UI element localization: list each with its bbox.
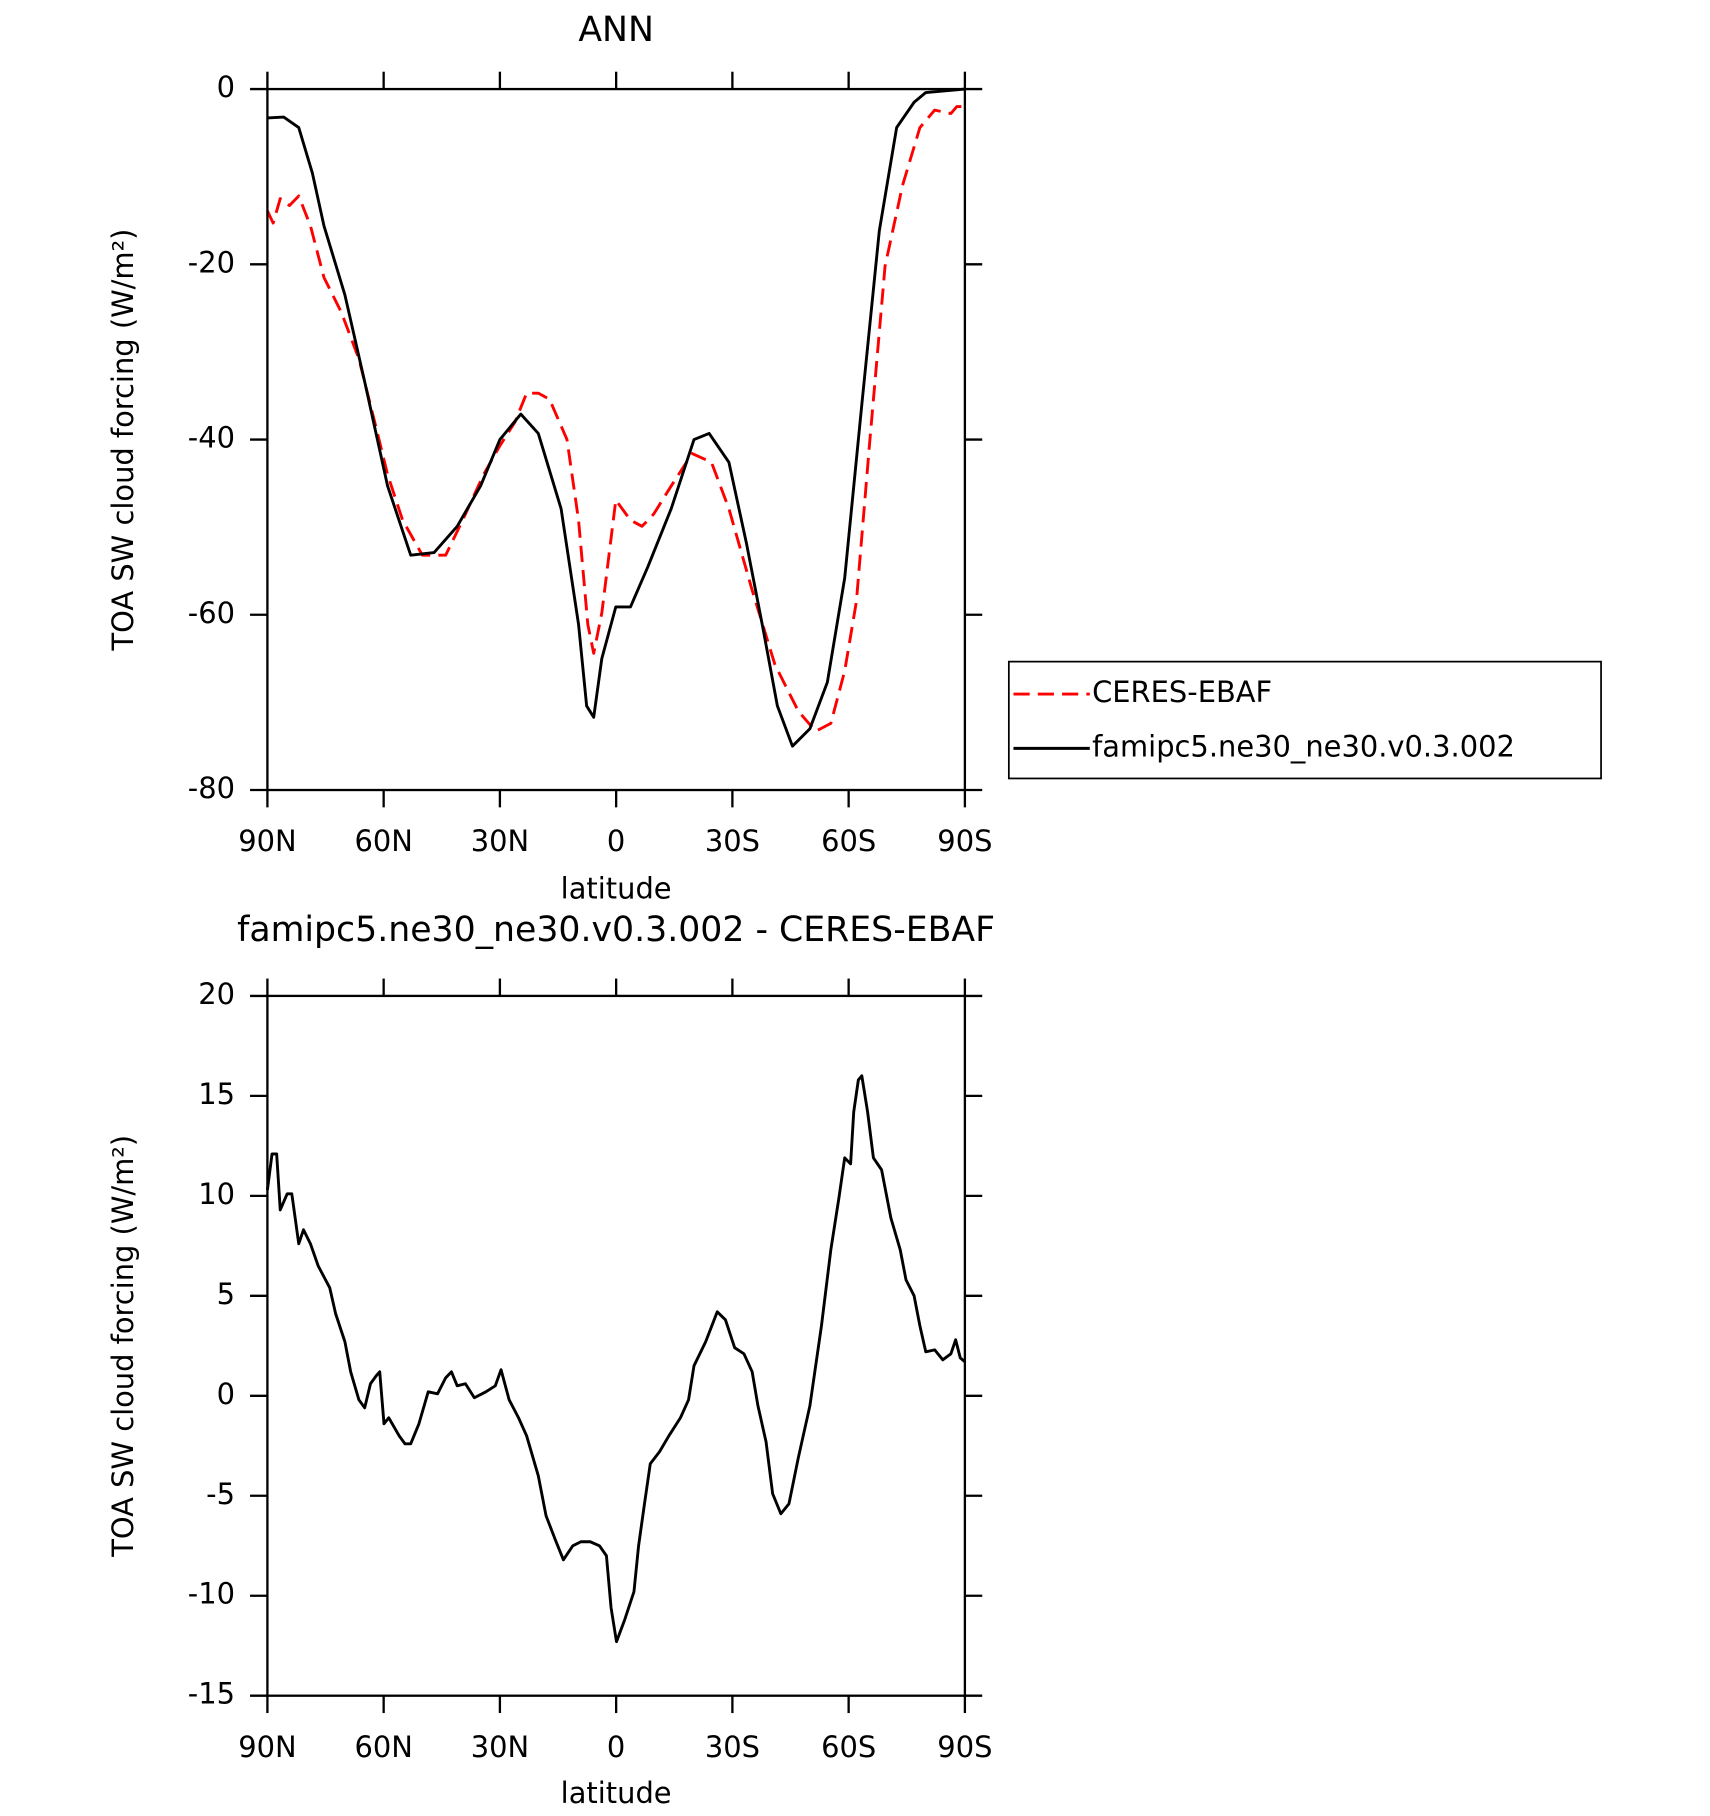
x-axis-label: latitude xyxy=(561,872,672,906)
x-tick-label: 30S xyxy=(705,824,760,858)
plot-frame xyxy=(266,994,967,1697)
y-tick-label: -80 xyxy=(188,771,235,805)
x-tick-label: 60S xyxy=(821,824,876,858)
x-tick-label: 90N xyxy=(238,824,296,858)
x-tick-label: 90S xyxy=(937,1730,992,1764)
legend-label: CERES-EBAF xyxy=(1092,675,1272,709)
y-tick-label: -40 xyxy=(188,421,235,455)
x-tick-label: 30S xyxy=(705,1730,760,1764)
x-tick-label: 90S xyxy=(937,824,992,858)
chart-title: ANN xyxy=(578,10,654,50)
y-tick-label: -60 xyxy=(188,596,235,630)
y-axis-label: TOA SW cloud forcing (W/m²) xyxy=(106,229,140,652)
x-axis-label: latitude xyxy=(561,1776,672,1810)
x-tick-label: 30N xyxy=(471,1730,529,1764)
y-tick-label: 10 xyxy=(198,1177,235,1211)
x-tick-label: 60N xyxy=(354,1730,412,1764)
chart-title: famipc5.ne30_ne30.v0.3.002 - CERES-EBAF xyxy=(237,910,995,950)
y-tick-label: 20 xyxy=(198,977,235,1011)
y-tick-label: 0 xyxy=(217,70,235,104)
y-tick-label: 15 xyxy=(198,1077,235,1111)
data-line xyxy=(267,87,966,748)
legend-box xyxy=(1007,660,1602,780)
y-tick-label: -10 xyxy=(188,1577,235,1611)
y-tick-label: -15 xyxy=(188,1677,235,1711)
y-axis-label: TOA SW cloud forcing (W/m²) xyxy=(106,1135,140,1558)
x-tick-label: 60N xyxy=(354,824,412,858)
x-tick-label: 30N xyxy=(471,824,529,858)
x-tick-label: 60S xyxy=(821,1730,876,1764)
x-tick-label: 90N xyxy=(238,1730,296,1764)
plot-frame xyxy=(266,87,967,792)
data-line xyxy=(265,1074,966,1644)
y-tick-label: 5 xyxy=(217,1277,235,1311)
legend-label: famipc5.ne30_ne30.v0.3.002 xyxy=(1092,729,1515,763)
x-tick-label: 0 xyxy=(607,824,625,858)
y-tick-label: 0 xyxy=(217,1377,235,1411)
y-tick-label: -20 xyxy=(188,245,235,279)
data-line xyxy=(266,105,965,733)
y-tick-label: -5 xyxy=(206,1477,235,1511)
x-tick-label: 0 xyxy=(607,1730,625,1764)
